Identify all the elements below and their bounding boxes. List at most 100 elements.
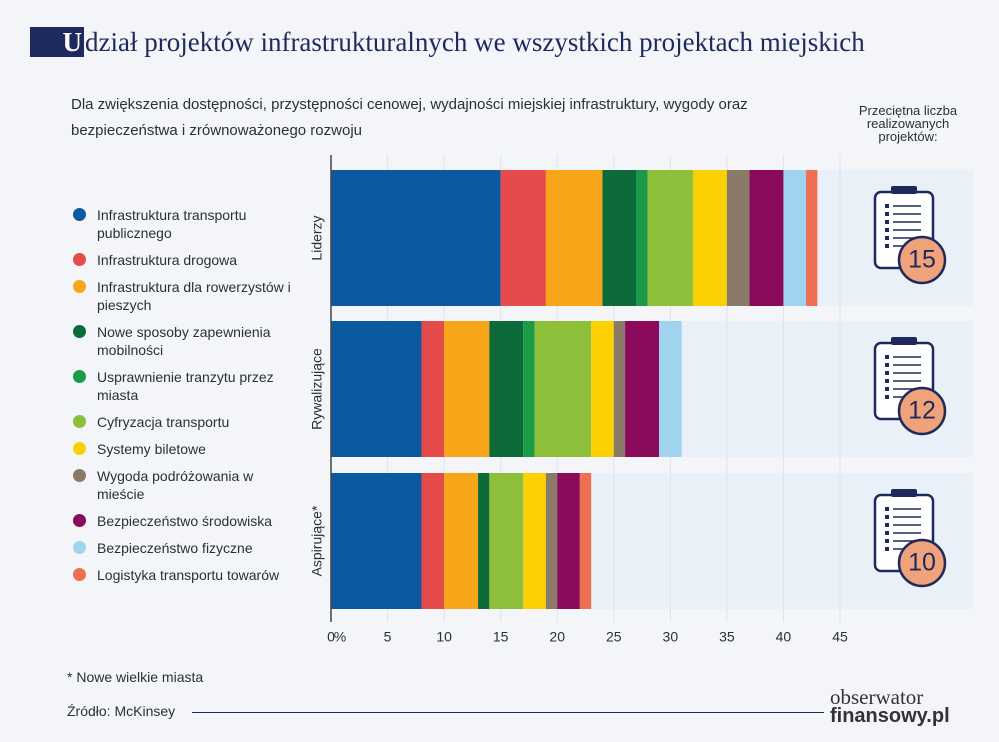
clipboard-bullet [885,204,889,208]
x-tick-label: 20 [549,629,565,645]
bar-segment [545,170,603,306]
bar-segment [806,170,818,306]
clipboard-bullet [885,236,889,240]
source-rule [192,712,824,713]
clipboard-bullet [885,507,889,511]
legend-swatch [73,469,86,482]
bar-segment [749,170,784,306]
x-tick-label: 0 [327,629,335,645]
x-tick-label: 5 [384,629,392,645]
title-initial: U [30,27,84,57]
bar-segment [726,170,750,306]
legend-label: Logistyka transportu towarów [97,567,280,583]
legend-item: Systemy biletowe [71,440,311,458]
clipboard-clip [891,489,917,497]
clipboard-clip [891,186,917,194]
clipboard-bullet [885,523,889,527]
title-text: dział projektów infrastrukturalnych we w… [85,26,865,57]
count-badge [897,386,947,436]
legend-label: Nowe sposoby zapewnienia mobilności [97,324,271,358]
x-tick-label: 10 [436,629,452,645]
category-label: Liderzy [309,215,325,260]
legend-swatch [73,541,86,554]
bar-segment [625,321,660,457]
x-tick-label: 40 [776,629,792,645]
bar-segment [557,473,580,609]
x-unit: % [334,629,346,645]
legend-label: Infrastruktura drogowa [97,252,238,268]
bar-segment [613,321,626,457]
legend-item: Infrastruktura transportu publicznego [71,206,311,242]
clipboard-bullet [885,371,889,375]
legend-swatch [73,280,86,293]
footnote: * Nowe wielkie miasta [67,669,204,685]
source: Źródło: McKinsey [67,703,176,719]
clipboard-bullet [885,220,889,224]
legend-item: Nowe sposoby zapewnienia mobilności [71,323,311,359]
x-tick-label: 35 [719,629,735,645]
bar-segment [444,473,479,609]
clipboard-bullet [885,515,889,519]
bar-segment [591,321,614,457]
legend-item: Infrastruktura dla rowerzystów i pieszyc… [71,278,311,314]
legend-swatch [73,370,86,383]
category-label: Aspirujące* [309,505,325,576]
legend-swatch [73,325,86,338]
legend-item: Wygoda podróżowania w mieście [71,467,311,503]
legend-label: Usprawnienie tranzytu przez miasta [97,369,274,403]
count-value: 15 [908,246,936,274]
logo-bottom: finansowy.pl [830,705,950,727]
bar-segment [523,321,535,457]
bar-segment [421,473,445,609]
legend-swatch [73,568,86,581]
legend-label: Infrastruktura transportu publicznego [97,207,247,241]
bar-segment [523,473,546,609]
bar-segment [489,321,524,457]
bar-segment [331,473,422,609]
clipboard-bullet [885,212,889,216]
bar-segment [331,170,501,306]
count-badge [897,235,947,285]
count-value: 10 [908,549,936,577]
bar-segment [659,321,682,457]
bar-segment [647,170,693,306]
x-tick-label: 45 [832,629,848,645]
clipboard-bullet [885,355,889,359]
legend-label: Systemy biletowe [97,441,206,457]
legend-item: Infrastruktura drogowa [71,251,311,269]
clipboard-bullet [885,228,889,232]
x-tick-label: 15 [493,629,509,645]
clipboard-bullet [885,379,889,383]
legend-label: Infrastruktura dla rowerzystów i pieszyc… [97,279,291,313]
bar-segment [534,321,592,457]
bar-segment [783,170,807,306]
bar-segment [489,473,524,609]
bar-segment [579,473,592,609]
legend-label: Wygoda podróżowania w mieście [97,468,254,502]
legend-label: Cyfryzacja transportu [97,414,230,430]
bar-segment [478,473,490,609]
clipboard-bullet [885,395,889,399]
legend-label: Bezpieczeństwo środowiska [97,513,273,529]
legend-item: Bezpieczeństwo środowiska [71,512,311,530]
logo: obserwator finansowy.pl [830,687,950,727]
legend-item: Logistyka transportu towarów [71,566,311,584]
bar-segment [421,321,445,457]
bar-segment [692,170,727,306]
count-badge [897,538,947,588]
category-label: Rywalizujące [309,348,325,430]
bar-segment [500,170,546,306]
count-value: 12 [908,397,936,425]
clipboard-bullet [885,387,889,391]
legend-swatch [73,415,86,428]
bar-segment [602,170,637,306]
legend-item: Bezpieczeństwo fizyczne [71,539,311,557]
legend-item: Usprawnienie tranzytu przez miasta [71,368,311,404]
bar-segment [636,170,648,306]
legend-swatch [73,208,86,221]
subtitle: Dla zwiększenia dostępności, przystępnoś… [71,96,748,139]
legend-swatch [73,253,86,266]
